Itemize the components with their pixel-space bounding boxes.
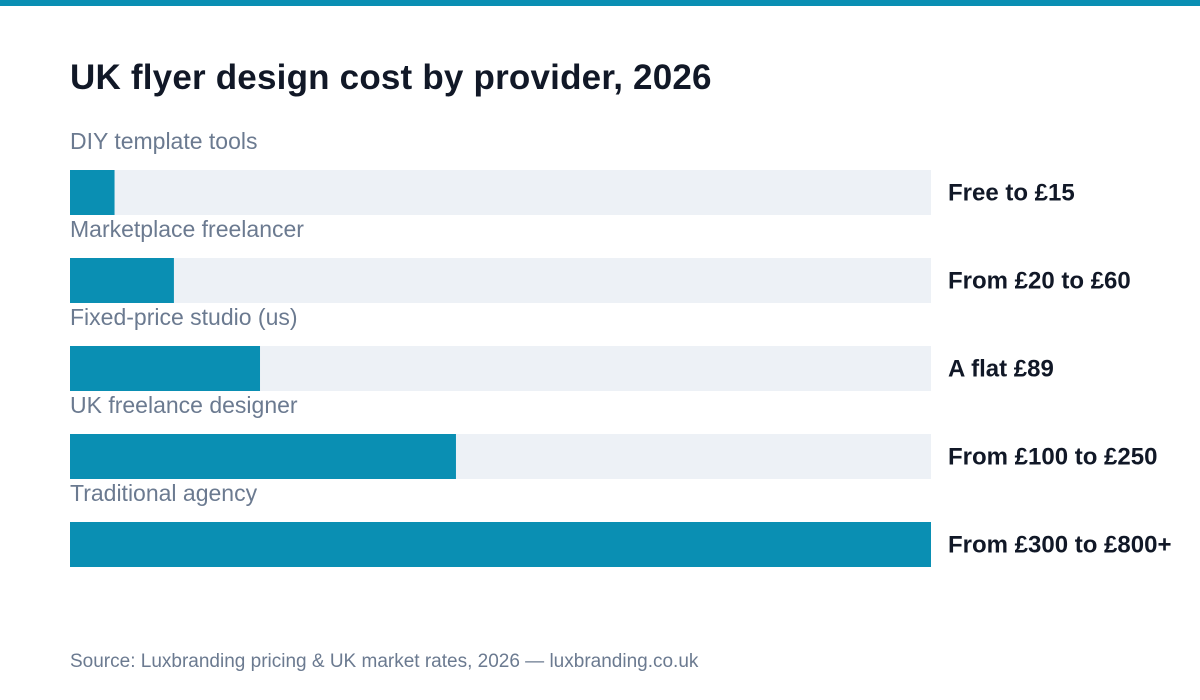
value-label: From £100 to £250 (948, 444, 1157, 471)
bar (70, 346, 261, 391)
bar (70, 258, 174, 303)
bar-track (70, 170, 931, 215)
category-label: Fixed-price studio (us) (70, 304, 298, 330)
chart-source: Source: Luxbranding pricing & UK market … (70, 651, 699, 672)
category-label: DIY template tools (70, 128, 258, 154)
top-accent-bar (0, 0, 1200, 6)
value-label: Free to £15 (948, 180, 1075, 207)
value-label: From £300 to £800+ (948, 532, 1171, 559)
bar (70, 522, 931, 567)
bar (70, 170, 115, 215)
value-label: From £20 to £60 (948, 268, 1131, 295)
category-label: Marketplace freelancer (70, 216, 304, 242)
bar (70, 434, 456, 479)
value-label: A flat £89 (948, 356, 1054, 383)
chart-title: UK flyer design cost by provider, 2026 (70, 58, 712, 97)
category-label: Traditional agency (70, 480, 258, 506)
category-label: UK freelance designer (70, 392, 298, 418)
bar-track (70, 258, 931, 303)
